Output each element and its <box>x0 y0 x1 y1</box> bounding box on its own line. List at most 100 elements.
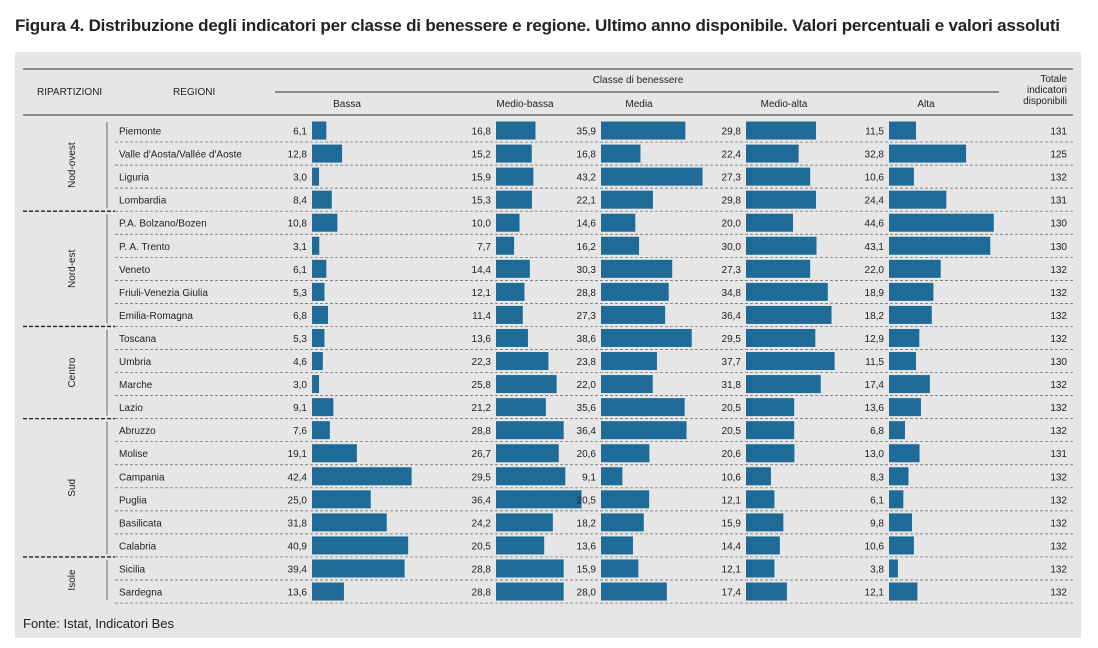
bar-medio-bassa <box>496 259 530 278</box>
bar-alta <box>889 559 898 578</box>
value-label: 3,1 <box>293 242 307 253</box>
bar-alta <box>889 375 930 394</box>
value-label: 8,4 <box>293 196 307 207</box>
bar-bassa <box>312 352 323 371</box>
bar-alta <box>889 398 921 417</box>
bar-bassa <box>312 167 320 186</box>
value-label: 8,3 <box>870 472 884 483</box>
value-label: 36,4 <box>472 495 492 506</box>
class-label-medio-bassa: Medio-bassa <box>496 99 554 110</box>
value-label: 37,7 <box>722 357 742 368</box>
group-label: Nord-est <box>67 249 78 288</box>
bar-medio-alta <box>746 167 811 186</box>
value-label: 4,6 <box>293 357 307 368</box>
value-label: 29,8 <box>722 127 742 138</box>
value-label: 35,9 <box>577 127 597 138</box>
header-ripartizioni: RIPARTIZIONI <box>37 87 102 98</box>
bar-bassa <box>312 236 320 255</box>
bar-alta <box>889 190 947 209</box>
bar-medio-alta <box>746 559 775 578</box>
value-label: 11,5 <box>865 357 884 368</box>
bar-medio-alta <box>746 144 799 163</box>
bar-bassa <box>312 328 325 347</box>
bar-media <box>601 513 644 532</box>
value-label: 14,4 <box>472 265 492 276</box>
value-label: 20,6 <box>722 449 742 460</box>
bar-bassa <box>312 282 325 301</box>
value-label: 9,8 <box>870 518 884 529</box>
value-label: 21,2 <box>472 403 492 414</box>
region-name: Liguria <box>119 173 149 184</box>
bar-medio-bassa <box>496 559 564 578</box>
bar-medio-alta <box>746 305 832 324</box>
bar-medio-bassa <box>496 375 557 394</box>
bar-medio-alta <box>746 259 811 278</box>
value-label: 14,6 <box>577 219 597 230</box>
value-label: 20,5 <box>577 495 597 506</box>
bar-media <box>601 144 641 163</box>
value-label: 18,2 <box>577 518 597 529</box>
bar-medio-bassa <box>496 536 545 555</box>
value-label: 13,0 <box>865 449 885 460</box>
bar-bassa <box>312 421 330 440</box>
bar-medio-bassa <box>496 282 525 301</box>
value-label: 3,0 <box>293 380 307 391</box>
total-value: 132 <box>1050 288 1067 299</box>
bar-medio-alta <box>746 352 835 371</box>
bar-medio-alta <box>746 467 771 486</box>
value-label: 31,8 <box>288 518 308 529</box>
bar-alta <box>889 213 994 232</box>
value-label: 29,5 <box>722 334 742 345</box>
bar-media <box>601 213 636 232</box>
total-value: 131 <box>1050 449 1067 460</box>
group-label: Sud <box>67 479 78 497</box>
region-name: Valle d'Aosta/Vallée d'Aoste <box>119 150 242 161</box>
region-name: Calabria <box>119 541 157 552</box>
bar-medio-bassa <box>496 352 549 371</box>
bar-alta <box>889 121 917 140</box>
value-label: 3,0 <box>293 173 307 184</box>
bar-alta <box>889 467 909 486</box>
bar-media <box>601 190 653 209</box>
value-label: 23,8 <box>577 357 597 368</box>
value-label: 40,9 <box>288 541 308 552</box>
region-name: Piemonte <box>119 127 162 138</box>
region-name: Marche <box>119 380 153 391</box>
group-label: Centro <box>67 357 78 387</box>
bar-medio-alta <box>746 490 775 509</box>
bar-medio-bassa <box>496 467 566 486</box>
bar-medio-alta <box>746 582 787 601</box>
bar-media <box>601 121 686 140</box>
header-regioni: REGIONI <box>173 87 215 98</box>
region-name: Abruzzo <box>119 426 156 437</box>
chart-title: Figura 4. Distribuzione degli indicatori… <box>15 16 1060 35</box>
total-value: 131 <box>1050 196 1067 207</box>
total-value: 130 <box>1050 219 1067 230</box>
value-label: 15,9 <box>577 564 597 575</box>
value-label: 5,3 <box>293 334 307 345</box>
total-value: 132 <box>1050 588 1067 599</box>
bar-bassa <box>312 398 334 417</box>
value-label: 12,9 <box>865 334 885 345</box>
bar-media <box>601 328 692 347</box>
bar-medio-bassa <box>496 190 532 209</box>
region-name: P.A. Bolzano/Bozen <box>119 219 207 230</box>
value-label: 18,9 <box>865 288 885 299</box>
value-label: 15,3 <box>472 196 492 207</box>
value-label: 22,1 <box>577 196 597 207</box>
value-label: 3,8 <box>870 564 884 575</box>
bar-bassa <box>312 259 327 278</box>
total-value: 132 <box>1050 495 1067 506</box>
total-value: 132 <box>1050 334 1067 345</box>
value-label: 20,0 <box>722 219 742 230</box>
value-label: 13,6 <box>865 403 885 414</box>
total-value: 130 <box>1050 357 1067 368</box>
bar-medio-alta <box>746 328 816 347</box>
value-label: 7,7 <box>477 242 491 253</box>
bar-medio-bassa <box>496 398 546 417</box>
total-value: 132 <box>1050 518 1067 529</box>
value-label: 13,6 <box>288 588 308 599</box>
value-label: 30,0 <box>722 242 742 253</box>
value-label: 11,5 <box>865 127 884 138</box>
value-label: 15,2 <box>472 150 492 161</box>
